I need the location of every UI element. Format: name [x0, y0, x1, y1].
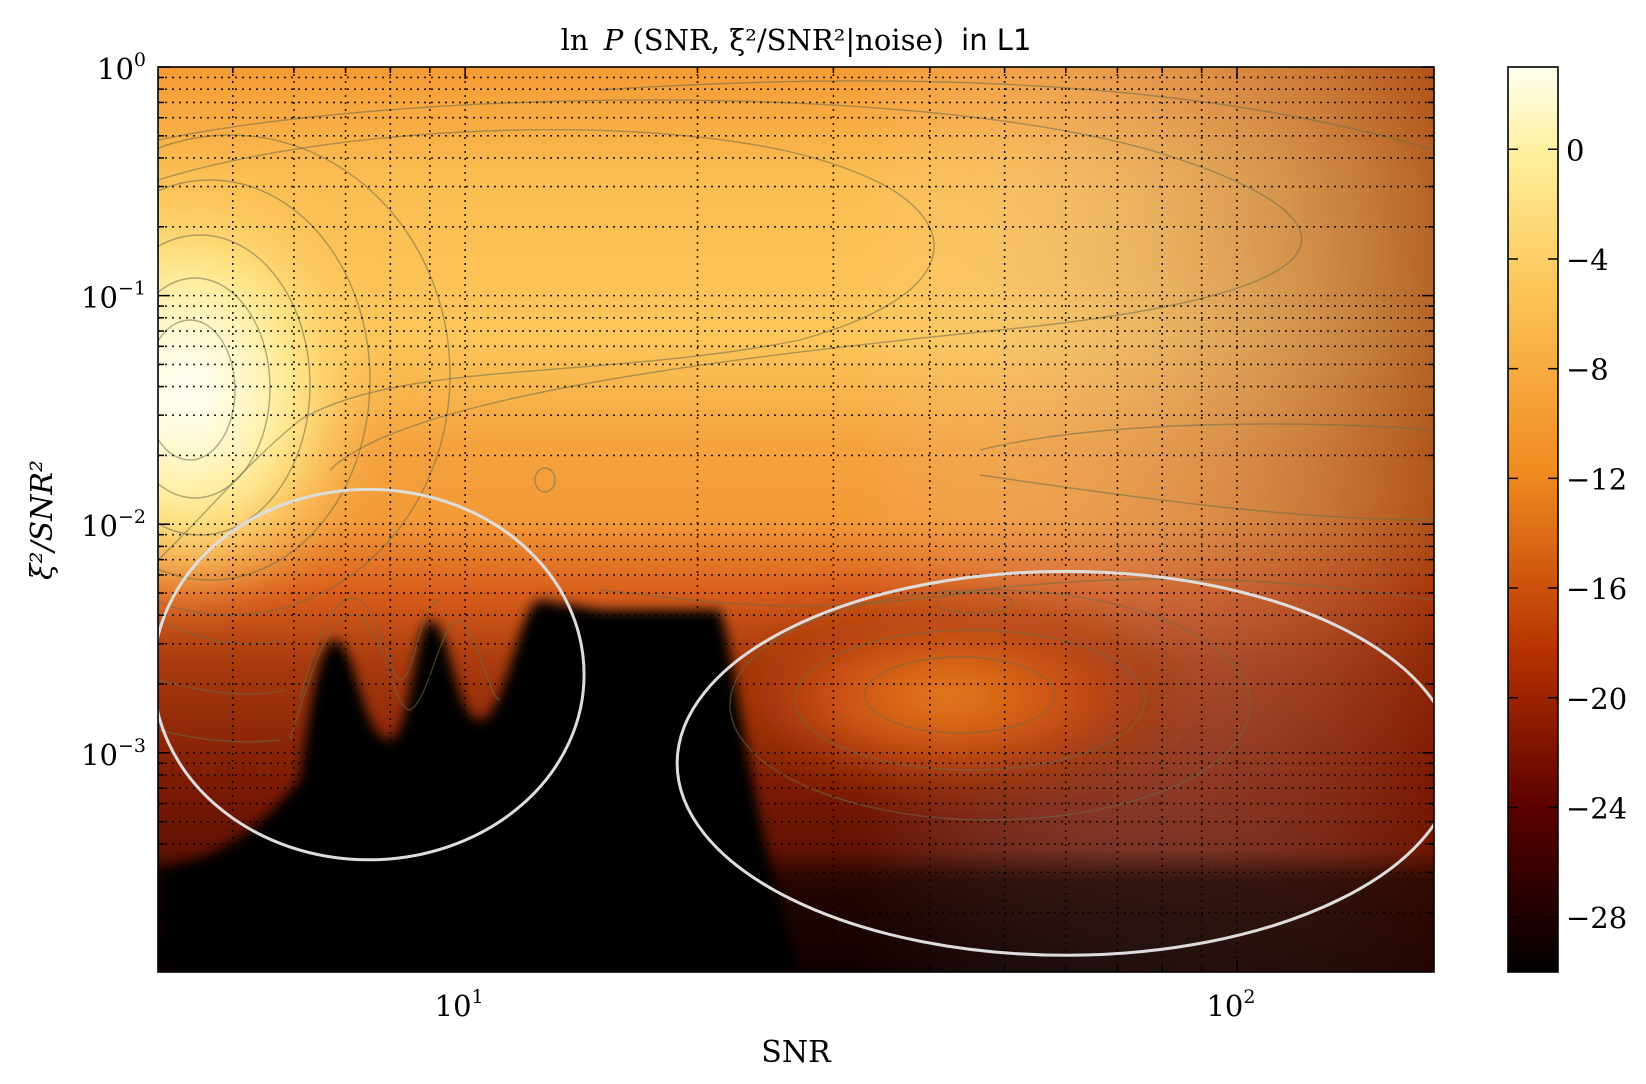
contour-line — [158, 319, 236, 461]
y-tick-exponent: 0 — [134, 49, 146, 71]
contour-line — [158, 729, 281, 743]
annotation-layer — [158, 487, 1434, 957]
y-tick-base: 10 — [81, 281, 118, 315]
contour-line — [599, 578, 1434, 607]
colorbar-tick-label: 0 — [1566, 133, 1584, 167]
y-tick-exponent: −3 — [118, 735, 146, 757]
x-tick-base: 10 — [435, 989, 472, 1023]
colorbar-tick-label: −8 — [1566, 353, 1609, 387]
heatmap-secondary-peak — [690, 585, 1210, 805]
contour-line — [158, 619, 281, 645]
contour-line — [979, 474, 1434, 521]
x-tick-exponent: 1 — [472, 986, 484, 1008]
colorbar-tick-label: −20 — [1566, 682, 1627, 716]
y-tick-label: 10−2 — [81, 506, 146, 543]
colorbar-tick-label: −16 — [1566, 572, 1627, 606]
contour-line — [299, 597, 441, 701]
heatmap-peak — [158, 160, 385, 620]
y-tick-base: 10 — [81, 738, 118, 772]
contour-line — [599, 80, 1434, 151]
title-args: (SNR, ξ²/SNR²|noise) — [632, 23, 943, 57]
contour-line — [158, 99, 1303, 471]
colorbar — [1507, 66, 1559, 973]
colorbar-tick-label: −24 — [1566, 791, 1627, 825]
contour-line — [158, 179, 371, 581]
title-p: P — [603, 23, 624, 57]
y-tick-exponent: −1 — [118, 278, 146, 300]
title-ln: ln — [561, 23, 589, 57]
y-tick-base: 10 — [81, 509, 118, 543]
colorbar-tick-label: −4 — [1566, 243, 1609, 277]
contour-line — [864, 656, 1056, 734]
y-tick-label: 10−3 — [81, 735, 146, 772]
contour-line — [936, 592, 1014, 614]
chart-title: ln P (SNR, ξ²/SNR²|noise) in L1 — [561, 23, 1032, 57]
grid — [158, 67, 1434, 972]
colorbar-ticks: 0 −4 −8 −12 −16 −20 −24 −28 — [1508, 133, 1627, 935]
x-axis-label: SNR — [761, 1035, 832, 1070]
colorbar-tick-label: −12 — [1566, 462, 1627, 496]
heatmap-bottom-fade — [158, 850, 1434, 972]
highlight-ellipse — [158, 487, 586, 862]
y-tick-base: 10 — [97, 52, 134, 86]
plot-frame — [157, 66, 1435, 973]
x-tick-base: 10 — [1206, 989, 1243, 1023]
y-tick-label: 10−1 — [81, 278, 146, 315]
x-tick-label: 102 — [1206, 986, 1255, 1023]
contour-line — [289, 614, 501, 741]
contour-line — [794, 629, 1146, 771]
highlight-ellipse — [675, 569, 1434, 957]
y-tick-exponent: −2 — [118, 506, 146, 528]
y-axis-label-text: ξ²/SNR² — [25, 460, 60, 580]
x-tick-label: 101 — [435, 986, 484, 1023]
contour-lines — [158, 80, 1434, 821]
contour-line — [158, 277, 271, 499]
contour-line — [158, 679, 286, 695]
x-axis: 101 102 — [232, 67, 1255, 1023]
heatmap-field — [158, 67, 1434, 972]
contour-line — [158, 129, 935, 561]
contour-line — [534, 467, 556, 493]
colorbar-tick-label: −28 — [1566, 901, 1627, 935]
title-suffix: in L1 — [961, 23, 1031, 57]
y-tick-label: 100 — [97, 49, 146, 86]
y-axis-label: ξ²/SNR² — [25, 460, 60, 580]
x-tick-exponent: 2 — [1243, 986, 1255, 1008]
contour-line — [729, 589, 1251, 821]
